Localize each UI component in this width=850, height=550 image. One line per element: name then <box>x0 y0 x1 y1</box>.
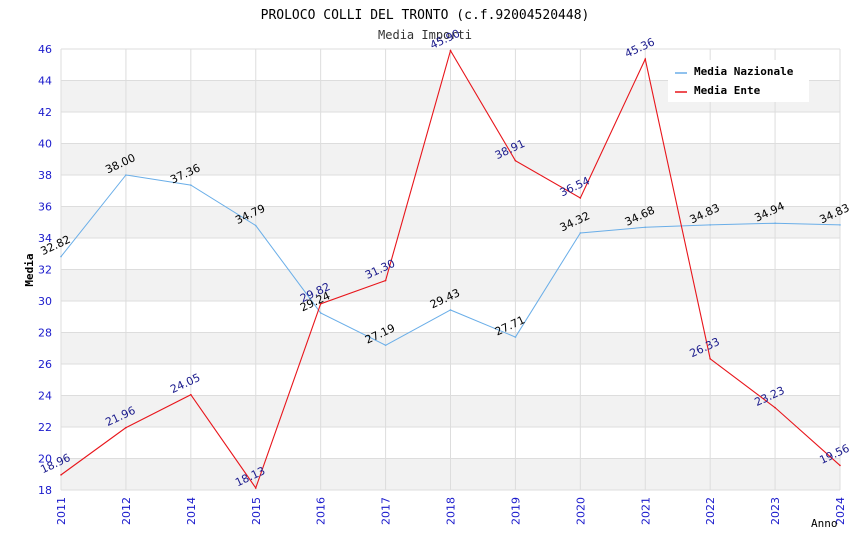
x-tick-label: 2020 <box>574 497 587 525</box>
data-point <box>839 224 841 226</box>
x-tick-label: 2022 <box>704 497 717 525</box>
y-tick-label: 24 <box>38 390 52 403</box>
data-point <box>190 393 192 396</box>
data-point <box>449 309 452 311</box>
data-point <box>60 255 62 258</box>
data-point <box>644 58 647 60</box>
legend-label-ente: Media Ente <box>694 84 761 97</box>
x-tick-label: 2023 <box>769 497 782 525</box>
x-tick-label: 2017 <box>380 497 393 525</box>
series-layer <box>60 49 841 490</box>
x-tick-label: 2015 <box>250 497 263 525</box>
y-tick-label: 22 <box>38 421 52 434</box>
data-point <box>60 474 62 476</box>
data-point <box>514 159 517 162</box>
data-point <box>384 279 387 282</box>
x-tick-label: 2019 <box>509 497 522 525</box>
data-point <box>319 312 322 314</box>
x-tick-label: 2018 <box>445 497 458 525</box>
y-tick-label: 44 <box>38 75 52 88</box>
data-point <box>254 224 257 227</box>
data-point <box>125 174 127 176</box>
y-tick-label: 28 <box>38 327 52 340</box>
data-point <box>579 232 582 234</box>
x-tick-label: 2021 <box>639 497 652 525</box>
y-tick-label: 32 <box>38 264 52 277</box>
legend-label-nazionale: Media Nazionale <box>694 65 794 78</box>
data-point <box>774 222 776 224</box>
x-axis-label: Anno <box>811 517 838 530</box>
data-point <box>190 184 192 186</box>
y-tick-label: 36 <box>38 201 52 214</box>
data-point <box>644 226 647 229</box>
data-point <box>774 406 776 409</box>
x-tick-label: 2024 <box>834 497 847 525</box>
data-label: 36.54 <box>558 174 592 199</box>
y-tick-label: 26 <box>38 358 52 371</box>
y-axis-ticks: 18 20 22 24 26 28 30 32 34 36 38 40 42 44 46 <box>38 43 52 497</box>
data-point <box>384 344 387 347</box>
y-tick-label: 20 <box>38 453 52 466</box>
y-tick-label: 38 <box>38 169 52 182</box>
data-point <box>839 464 841 467</box>
y-tick-label: 46 <box>38 43 52 56</box>
data-point <box>319 303 322 305</box>
data-point <box>514 336 517 338</box>
y-tick-label: 40 <box>38 138 52 151</box>
data-point <box>709 358 711 360</box>
x-tick-label: 2016 <box>315 497 328 525</box>
data-label: 45.36 <box>623 35 657 60</box>
gridlines <box>60 48 841 491</box>
data-point <box>579 197 582 199</box>
x-tick-label: 2011 <box>55 497 68 525</box>
y-tick-label: 30 <box>38 295 52 308</box>
data-point <box>125 426 127 429</box>
y-tick-label: 34 <box>38 232 52 245</box>
data-point <box>254 487 257 489</box>
y-tick-label: 18 <box>38 484 52 497</box>
y-tick-label: 42 <box>38 106 52 119</box>
y-axis-label: Media <box>23 253 36 286</box>
legend: Media Nazionale Media Ente <box>668 60 809 102</box>
data-point <box>449 49 452 52</box>
data-label: 24.05 <box>168 371 202 396</box>
legend-box <box>668 60 809 102</box>
chart-title: PROLOCO COLLI DEL TRONTO (c.f.9200452044… <box>261 8 590 23</box>
data-point <box>709 224 711 226</box>
chart-subtitle: Media Importi <box>378 28 472 42</box>
x-tick-label: 2012 <box>120 497 133 525</box>
x-axis-ticks: 2011 2012 2014 2015 2016 2017 2018 2019 2020 2021… <box>55 497 847 525</box>
x-tick-label: 2014 <box>185 497 198 525</box>
